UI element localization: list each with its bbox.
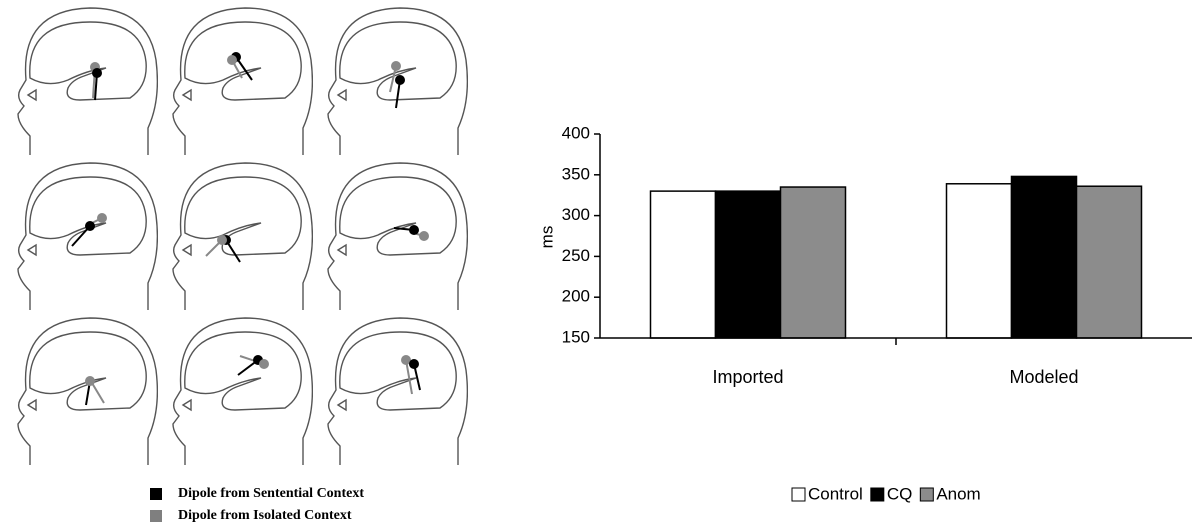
- legend-swatch: [871, 488, 884, 501]
- y-tick-label: 400: [562, 123, 590, 142]
- legend-label: Dipole from Isolated Context: [178, 508, 352, 523]
- legend-label: Dipole from Sentential Context: [178, 486, 364, 501]
- dipole-diagram: [18, 8, 467, 465]
- legend-label: CQ: [887, 484, 913, 503]
- y-tick-label: 350: [562, 164, 590, 183]
- legend-label: Anom: [936, 484, 980, 503]
- x-tick-label: Modeled: [1009, 367, 1078, 387]
- bar: [1012, 176, 1077, 338]
- x-tick-label: Imported: [712, 367, 783, 387]
- legend: Control CQ Anom: [792, 484, 981, 503]
- legend-swatch: [150, 488, 162, 500]
- bar: [781, 187, 846, 338]
- y-tick-label: 300: [562, 205, 590, 224]
- legend-swatch: [150, 510, 162, 522]
- bar: [716, 191, 781, 338]
- y-axis-label: ms: [537, 226, 556, 249]
- bar: [947, 184, 1012, 338]
- bar-chart: 150 200 250 300 350 400 Imported Modeled Control…: [562, 123, 1192, 503]
- bar: [651, 191, 716, 338]
- legend-swatch: [920, 488, 933, 501]
- y-tick-label: 150: [562, 327, 590, 346]
- y-tick-label: 200: [562, 287, 590, 306]
- bar: [1077, 186, 1142, 338]
- dipole-legend: Dipole from Sentential Context Dipole fro…: [150, 486, 364, 523]
- figure: Dipole from Sentential Context Dipole fro…: [0, 0, 1192, 527]
- legend-label: Control: [808, 484, 863, 503]
- legend-swatch: [792, 488, 805, 501]
- y-tick-label: 250: [562, 246, 590, 265]
